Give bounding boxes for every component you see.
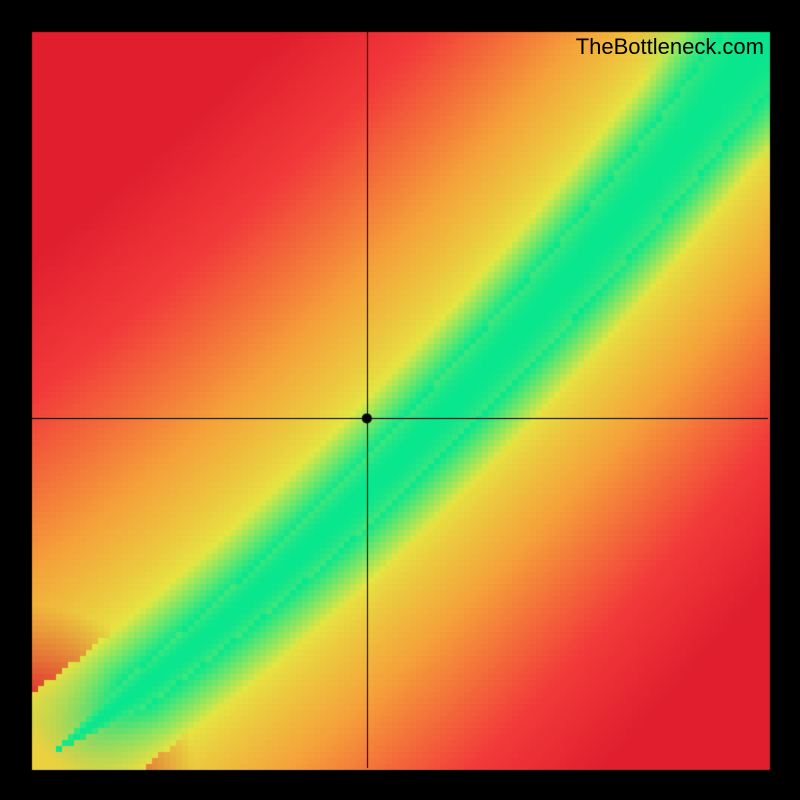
heatmap-canvas [0,0,800,800]
watermark-text: TheBottleneck.com [576,34,764,60]
chart-container: TheBottleneck.com [0,0,800,800]
